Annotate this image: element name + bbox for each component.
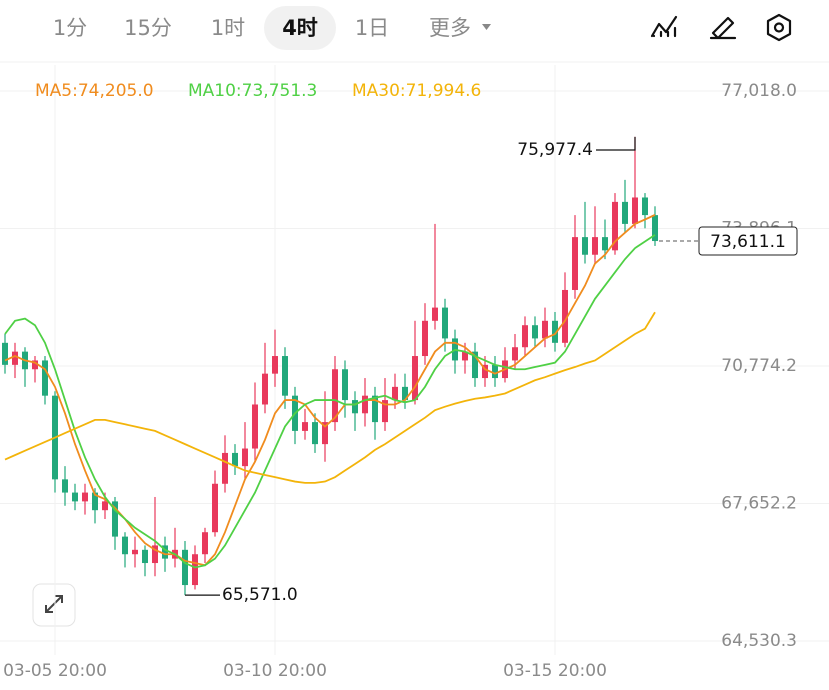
candle-body <box>302 422 308 431</box>
candle-body <box>402 386 408 401</box>
active-tab-bg <box>264 6 336 50</box>
x-tick-label: 03-10 20:00 <box>223 661 327 681</box>
more-arrow[interactable] <box>482 24 491 30</box>
last-price-box <box>698 226 798 256</box>
candle-body <box>112 501 118 537</box>
candle-body <box>352 400 358 414</box>
candle-body <box>132 549 138 555</box>
candle-body <box>492 364 498 379</box>
candle-body <box>372 395 378 423</box>
settings-icon-center <box>773 22 785 33</box>
candle-body <box>272 356 278 374</box>
candle-body <box>202 532 208 555</box>
candle-body <box>562 289 568 343</box>
candle-body <box>222 452 228 484</box>
y-tick-label: 64,530.3 <box>721 631 797 651</box>
candle-body <box>252 404 258 449</box>
candle-body <box>72 492 78 502</box>
settings-icon[interactable] <box>766 13 792 42</box>
candle-body <box>282 356 288 396</box>
low-label: 65,571.0 <box>222 585 298 605</box>
candle-body <box>432 307 438 321</box>
candle-body <box>602 237 608 251</box>
high-label: 75,977.4 <box>517 140 593 160</box>
candle-body <box>552 320 558 343</box>
candle-body <box>612 201 618 251</box>
candle-body <box>232 452 238 467</box>
candle-body <box>412 356 418 401</box>
candle-body <box>162 545 168 559</box>
high-connector <box>596 136 636 151</box>
ma-line <box>4 234 656 569</box>
candle-body <box>82 492 88 502</box>
tab[interactable]: 4时 <box>282 16 318 40</box>
candle-body <box>152 545 158 564</box>
candle-body <box>142 549 148 564</box>
candle-body <box>512 347 518 361</box>
candle-body <box>332 369 338 423</box>
y-tick-label: 67,652.2 <box>721 493 797 513</box>
legend-entry: MA5:74,205.0 <box>35 81 154 101</box>
candle-body <box>582 237 588 255</box>
candle-body <box>32 360 38 370</box>
candle-body <box>462 351 468 361</box>
legend-entry: MA10:73,751.3 <box>188 81 317 101</box>
y-tick-label: 77,018.0 <box>721 81 797 101</box>
candle-body <box>532 325 538 339</box>
candle-body <box>312 422 318 445</box>
legend-entry: MA30:71,994.6 <box>352 81 481 101</box>
candle-body <box>12 351 18 365</box>
candle-body <box>442 307 448 339</box>
candle-body <box>632 197 638 224</box>
candle-body <box>102 501 108 511</box>
candle-body <box>522 325 528 348</box>
x-tick-label: 03-05 20:00 <box>3 661 107 681</box>
tab[interactable]: 更多 <box>429 16 471 40</box>
candle-body <box>382 400 388 423</box>
tab[interactable]: 1日 <box>355 16 389 40</box>
y-tick-label: 70,774.2 <box>721 356 797 376</box>
candle-body <box>92 492 98 511</box>
candle-body <box>192 554 198 586</box>
indicator-icon[interactable] <box>650 15 678 38</box>
tab[interactable]: 1时 <box>211 16 245 40</box>
candle-body <box>622 201 628 224</box>
candle-body <box>212 483 218 533</box>
candle-body <box>322 422 328 445</box>
candle-body <box>362 395 368 414</box>
candle-body <box>472 351 478 379</box>
candle-body <box>592 237 598 255</box>
candle-body <box>42 360 48 396</box>
candle-body <box>242 448 248 467</box>
candle-body <box>62 479 68 493</box>
draw-icon[interactable] <box>709 16 737 40</box>
expand-icon <box>45 595 63 613</box>
candle-body <box>482 364 488 379</box>
x-tick-label: 03-15 20:00 <box>503 661 607 681</box>
tab[interactable]: 1分 <box>53 16 87 40</box>
last-price-label: 73,611.1 <box>710 232 786 252</box>
candle-body <box>182 549 188 586</box>
candle-body <box>262 373 268 405</box>
ma-line <box>4 311 656 484</box>
candle-body <box>422 320 428 357</box>
tab[interactable]: 15分 <box>124 16 172 40</box>
candle-body <box>2 342 8 365</box>
candle-body <box>542 320 548 339</box>
candle-body <box>122 536 128 555</box>
candle-body <box>652 215 658 242</box>
candle-body <box>342 369 348 401</box>
candle-body <box>642 197 648 216</box>
candle-body <box>392 386 398 401</box>
candle-body <box>572 237 578 290</box>
